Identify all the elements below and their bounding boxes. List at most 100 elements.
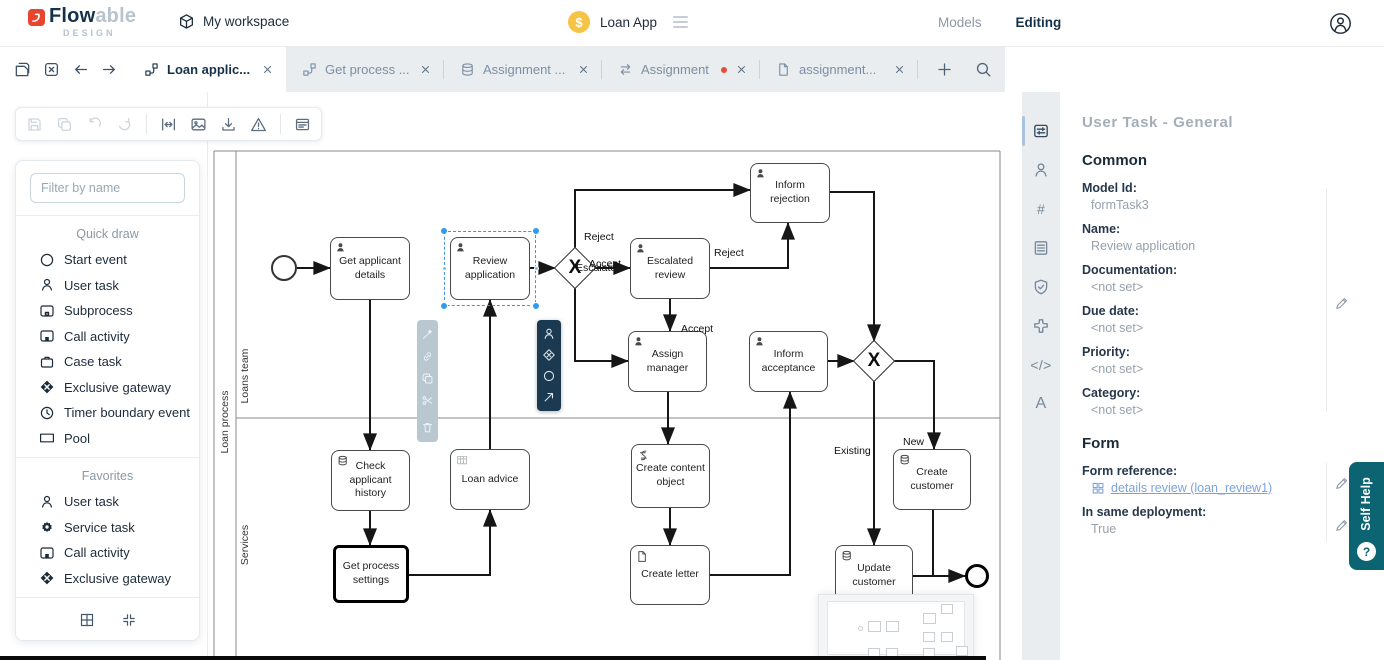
connector-icon[interactable]	[542, 390, 556, 404]
tab-assignment-[interactable]: assignment...	[760, 47, 918, 92]
exclusive-gateway-sm-icon[interactable]	[542, 348, 556, 362]
close-tab-icon[interactable]	[261, 63, 274, 76]
close-tab-icon[interactable]	[419, 63, 432, 76]
sequence-flow[interactable]	[574, 183, 751, 248]
palette-item-pool[interactable]: Pool	[16, 426, 199, 452]
task-escalatedReview[interactable]: Escalated review	[630, 238, 710, 299]
tab-get-process-[interactable]: Get process ...	[286, 47, 444, 92]
task-createLetter[interactable]: Create letter	[630, 545, 710, 605]
selection-handle[interactable]	[440, 302, 448, 310]
task-loanAdvice[interactable]: Loan advice	[450, 449, 530, 510]
close-tab-icon[interactable]	[735, 63, 748, 76]
palette-item-case-task[interactable]: Case task	[16, 349, 199, 375]
exclusive-gateway-gateway1[interactable]: X	[553, 246, 597, 290]
person-icon[interactable]	[542, 327, 556, 341]
selection-handle-mid[interactable]	[441, 266, 447, 271]
fit-width-icon[interactable]	[160, 116, 177, 133]
trash-icon[interactable]	[421, 421, 434, 434]
minimap[interactable]	[818, 594, 974, 660]
rail-extensions-icon[interactable]	[1022, 309, 1060, 343]
rail-attributes-icon[interactable]	[1022, 114, 1060, 148]
selection-handle[interactable]	[440, 227, 448, 235]
self-help-tab[interactable]: Self Help ?	[1349, 462, 1384, 570]
save-all-icon[interactable]	[14, 61, 31, 78]
scissors-icon[interactable]	[421, 394, 434, 407]
rail-form-icon[interactable]	[1022, 231, 1060, 265]
grid-icon[interactable]	[79, 612, 95, 628]
palette-item-call-activity[interactable]: Call activity	[16, 324, 199, 350]
copy2-icon[interactable]	[421, 372, 434, 385]
user-avatar-icon[interactable]	[1328, 11, 1353, 36]
task-createContentObject[interactable]: Create content object	[631, 444, 710, 508]
app-menu-icon[interactable]	[673, 16, 689, 28]
start-event[interactable]	[271, 255, 297, 281]
download-icon[interactable]	[220, 116, 237, 133]
rail-text-icon[interactable]: A	[1035, 395, 1047, 412]
edit-common-pencil-icon[interactable]	[1334, 296, 1349, 311]
filter-input[interactable]	[30, 173, 185, 203]
palette-item-service-task[interactable]: Service task	[16, 515, 199, 541]
task-reviewApplication[interactable]: Review application	[450, 237, 530, 300]
rail-hash-icon[interactable]: #	[1036, 201, 1046, 217]
collapse-icon[interactable]	[121, 612, 137, 628]
rail-assignee-icon[interactable]	[1022, 153, 1060, 187]
sequence-flow[interactable]	[409, 509, 497, 576]
close-tab-icon[interactable]	[893, 63, 906, 76]
task-checkApplicantHistory[interactable]: Check applicant history	[331, 450, 410, 511]
palette-item-timer-boundary-event[interactable]: Timer boundary event	[16, 400, 199, 426]
close-tab-icon[interactable]	[577, 63, 590, 76]
tab-assignment-[interactable]: Assignment ...	[602, 47, 760, 92]
sequence-flow[interactable]	[574, 288, 629, 368]
task-informAcceptance[interactable]: Inform acceptance	[749, 331, 828, 392]
task-informRejection[interactable]: Inform rejection	[750, 163, 830, 223]
palette-item-user-task[interactable]: User task	[16, 273, 199, 299]
workspace-selector[interactable]: My workspace	[178, 13, 289, 30]
edit-in-same-deployment-pencil-icon[interactable]	[1334, 518, 1349, 533]
sequence-flow[interactable]	[710, 391, 797, 576]
palette-item-subprocess[interactable]: Subprocess	[16, 298, 199, 324]
arrow-left-icon[interactable]	[72, 61, 89, 78]
copy-icon	[56, 116, 73, 133]
palette-item-user-task[interactable]: User task	[16, 489, 199, 515]
search-tabs-icon[interactable]	[975, 61, 992, 78]
end-event[interactable]	[965, 564, 989, 588]
sequence-flow[interactable]	[710, 222, 795, 269]
sequence-flow[interactable]	[894, 360, 941, 450]
task-getProcessSettings[interactable]: Get process settings	[333, 545, 409, 603]
wand-icon[interactable]	[421, 328, 434, 341]
exclusive-gateway-gateway2[interactable]: X	[852, 339, 896, 383]
selection-handle-mid[interactable]	[533, 266, 539, 271]
selection-handle[interactable]	[532, 302, 540, 310]
selection-handle[interactable]	[532, 227, 540, 235]
workspace-label: My workspace	[203, 14, 290, 29]
arrow-right-icon[interactable]	[101, 61, 118, 78]
palette-item-exclusive-gateway[interactable]: Exclusive gateway	[16, 566, 199, 592]
tab-loan-applic-[interactable]: Loan applic...	[128, 47, 286, 92]
link-icon[interactable]	[421, 350, 434, 363]
diagram-canvas[interactable]: Loan process Loans team Services Reject Acce…	[0, 92, 1022, 660]
rail-validation-icon[interactable]	[1022, 270, 1060, 304]
warning-icon[interactable]	[250, 116, 267, 133]
add-tab-icon[interactable]	[936, 61, 953, 78]
tab-assignment-[interactable]: Assignment ...	[444, 47, 602, 92]
task-createCustomer[interactable]: Create customer	[893, 449, 971, 510]
nav-editing[interactable]: Editing	[1015, 15, 1062, 30]
palette-item-call-activity[interactable]: Call activity	[16, 540, 199, 566]
palette-item-label: Subprocess	[64, 303, 133, 319]
flowable-logo[interactable]: Flowable DESIGN	[28, 6, 136, 38]
image-icon[interactable]	[190, 116, 207, 133]
task-getApplicantDetails[interactable]: Get applicant details	[330, 237, 410, 300]
user-solid-icon	[755, 336, 768, 349]
palette-item-exclusive-gateway[interactable]: Exclusive gateway	[16, 375, 199, 401]
nav-models[interactable]: Models	[938, 15, 982, 30]
form-reference-link[interactable]: details review (loan_review1)	[1111, 481, 1273, 495]
sequence-flow[interactable]	[830, 191, 881, 342]
table-icon[interactable]	[294, 116, 311, 133]
rail-code-icon[interactable]: </>	[1030, 357, 1052, 373]
app-selector[interactable]: $ Loan App	[568, 11, 689, 33]
circle-icon[interactable]	[542, 369, 556, 383]
close-all-icon[interactable]	[43, 61, 60, 78]
palette-item-start-event[interactable]: Start event	[16, 247, 199, 273]
edit-form-reference-pencil-icon[interactable]	[1334, 476, 1349, 491]
task-assignManager[interactable]: Assign manager	[628, 331, 707, 392]
